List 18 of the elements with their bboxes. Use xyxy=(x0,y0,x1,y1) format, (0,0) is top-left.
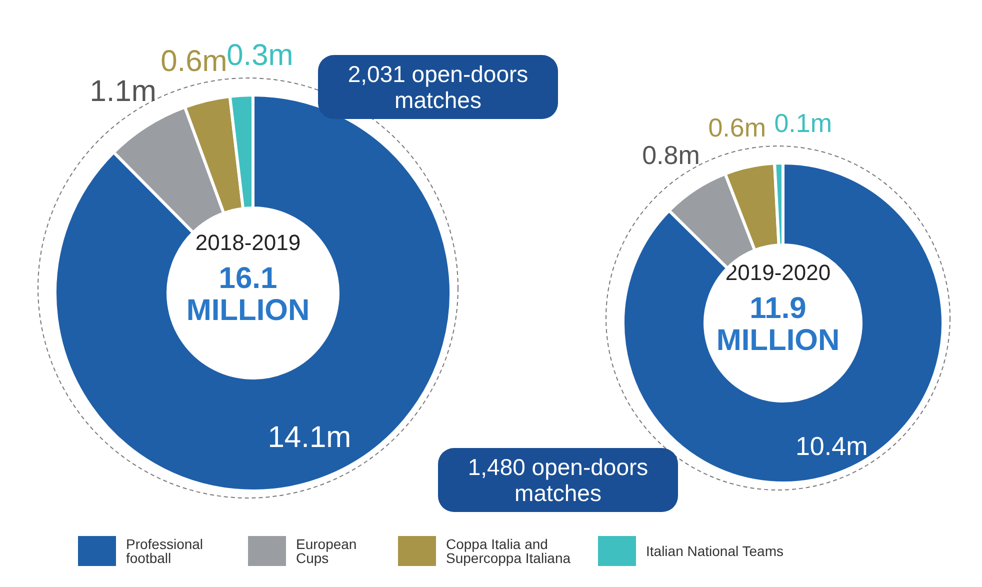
data-label: 0.6m xyxy=(160,44,228,78)
legend-label: Professional football xyxy=(126,536,204,566)
text: 2019-2020 xyxy=(725,260,831,285)
text: 11.9 MILLION xyxy=(716,292,840,357)
legend-label: Coppa Italia and Supercoppa Italiana xyxy=(446,536,572,566)
data-label: 10.4m xyxy=(795,431,868,462)
data-label: 0.3m xyxy=(226,38,294,72)
data-label: 0.1m xyxy=(774,108,832,138)
text: 2018-2019 xyxy=(195,230,301,255)
data-label: 1.1m xyxy=(90,74,156,108)
data-label: 0.6m xyxy=(708,112,766,142)
data-label: 0.8m xyxy=(642,140,700,170)
text: 16.1 MILLION xyxy=(186,262,310,327)
legend-label: Italian National Teams xyxy=(646,543,784,559)
data-label: 14.1m xyxy=(268,420,352,454)
text: 2,031 open-doors matches xyxy=(318,55,558,119)
text: 1,480 open-doors matches xyxy=(438,448,678,512)
legend-label: European Cups xyxy=(296,536,358,566)
